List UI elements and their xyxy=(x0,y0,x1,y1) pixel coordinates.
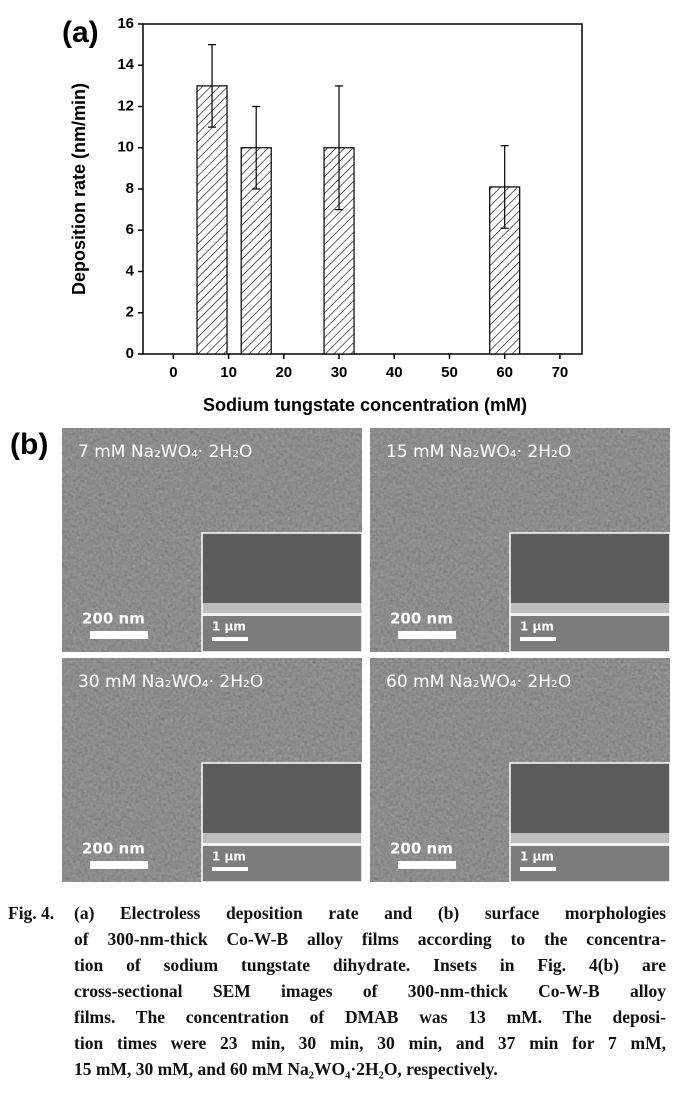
scale-label: 200 nm xyxy=(390,610,453,628)
inset-scale-label: 1 μm xyxy=(520,850,554,864)
inset-top xyxy=(202,763,362,833)
error-bar xyxy=(208,44,217,128)
x-tick-label: 30 xyxy=(331,364,348,381)
y-tick-label: 8 xyxy=(126,180,134,197)
panel-label: (a) xyxy=(62,16,99,49)
scale-bar xyxy=(398,861,456,869)
inset-film xyxy=(510,833,670,845)
y-tick-label: 14 xyxy=(117,56,134,73)
scale-label: 200 nm xyxy=(82,610,145,628)
error-bar xyxy=(500,145,509,229)
inset-top xyxy=(202,533,362,603)
x-tick-label: 70 xyxy=(552,364,569,381)
y-tick-label: 4 xyxy=(126,262,135,279)
bar xyxy=(323,147,355,355)
x-tick-label: 50 xyxy=(441,364,458,381)
inset-scale-label: 1 μm xyxy=(212,850,246,864)
x-tick-label: 40 xyxy=(386,364,403,381)
inset-scale-label: 1 μm xyxy=(212,620,246,634)
inset-edge xyxy=(202,843,362,846)
y-tick-label: 16 xyxy=(117,15,134,32)
caption-text: (a) Electroless deposition rate and (b) … xyxy=(74,900,666,1082)
inset-film xyxy=(202,603,362,615)
inset-bottom xyxy=(202,846,362,882)
inset-scale-label: 1 μm xyxy=(520,620,554,634)
x-axis-title: Sodium tungstate concentration (mM) xyxy=(203,395,527,415)
inset-scale-bar xyxy=(520,637,556,641)
inset-bottom xyxy=(202,616,362,652)
inset: 1 μm xyxy=(201,762,363,883)
inset-edge xyxy=(510,613,670,616)
image-label: 60 mM Na₂WO₄· 2H₂O xyxy=(386,672,571,692)
caption-line: of 300-nm-thick Co-W-B alloy films accor… xyxy=(74,929,666,949)
inset-border xyxy=(201,532,363,653)
y-tick-label: 10 xyxy=(117,139,134,156)
inset-bottom xyxy=(510,846,670,882)
image-label: 7 mM Na₂WO₄· 2H₂O xyxy=(78,442,252,462)
y-tick-label: 0 xyxy=(126,345,134,362)
inset-top xyxy=(510,533,670,603)
panel-label: (b) xyxy=(10,428,48,461)
caption-line: (a) Electroless deposition rate and (b) … xyxy=(74,903,666,923)
sem-image: 1 μm 30 mM Na₂WO₄· 2H₂O 200 nm xyxy=(62,658,363,883)
error-bar xyxy=(335,85,344,211)
inset: 1 μm xyxy=(201,532,363,653)
image-label: 30 mM Na₂WO₄· 2H₂O xyxy=(78,672,263,692)
x-tick-label: 20 xyxy=(275,364,292,381)
inset: 1 μm xyxy=(509,532,671,653)
y-tick-label: 12 xyxy=(117,97,134,114)
inset-edge xyxy=(510,843,670,846)
image-label: 15 mM Na₂WO₄· 2H₂O xyxy=(386,442,571,462)
caption-line: films. The concentration of DMAB was 13 … xyxy=(74,1007,666,1027)
inset-scale-bar xyxy=(212,637,248,641)
inset: 1 μm xyxy=(509,762,671,883)
sem-image: 1 μm 60 mM Na₂WO₄· 2H₂O 200 nm xyxy=(370,658,671,883)
scale-bar xyxy=(398,631,456,639)
x-tick-label: 60 xyxy=(496,364,513,381)
inset-film xyxy=(510,603,670,615)
caption-label: Fig. 4. xyxy=(8,903,55,923)
error-bar xyxy=(252,105,261,190)
inset-border xyxy=(201,762,363,883)
y-tick-label: 2 xyxy=(126,304,134,321)
caption: Fig. 4. (a) Electroless deposition rate … xyxy=(8,900,668,1082)
caption-line: tion of sodium tungstate dihydrate. Inse… xyxy=(74,955,666,975)
inset-border xyxy=(509,762,671,883)
scale-label: 200 nm xyxy=(390,840,453,858)
inset-scale-bar xyxy=(212,867,248,871)
y-axis-title: Deposition rate (nm/min) xyxy=(69,83,89,295)
sem-image: 1 μm 15 mM Na₂WO₄· 2H₂O 200 nm xyxy=(370,428,671,653)
caption-line: 15 mM, 30 mM, and 60 mM Na₂WO₄·2H₂O, res… xyxy=(74,1059,498,1079)
bar xyxy=(489,186,521,355)
sem-image: 1 μm 7 mM Na₂WO₄· 2H₂O 200 nm xyxy=(62,428,363,653)
inset-edge xyxy=(202,613,362,616)
inset-top xyxy=(510,763,670,833)
x-tick-label: 10 xyxy=(220,364,237,381)
caption-line: tion times were 23 min, 30 min, 30 min, … xyxy=(74,1033,666,1053)
inset-film xyxy=(202,833,362,845)
scale-label: 200 nm xyxy=(82,840,145,858)
caption-line: cross-sectional SEM images of 300-nm-thi… xyxy=(74,981,666,1001)
scale-bar xyxy=(90,861,148,869)
x-tick-label: 0 xyxy=(169,364,177,381)
inset-scale-bar xyxy=(520,867,556,871)
inset-bottom xyxy=(510,616,670,652)
bar xyxy=(196,85,228,355)
scale-bar xyxy=(90,631,148,639)
inset-border xyxy=(509,532,671,653)
y-tick-label: 6 xyxy=(126,221,134,238)
figure: (a) (b) Sodium tungstate concentration (… xyxy=(10,15,671,883)
